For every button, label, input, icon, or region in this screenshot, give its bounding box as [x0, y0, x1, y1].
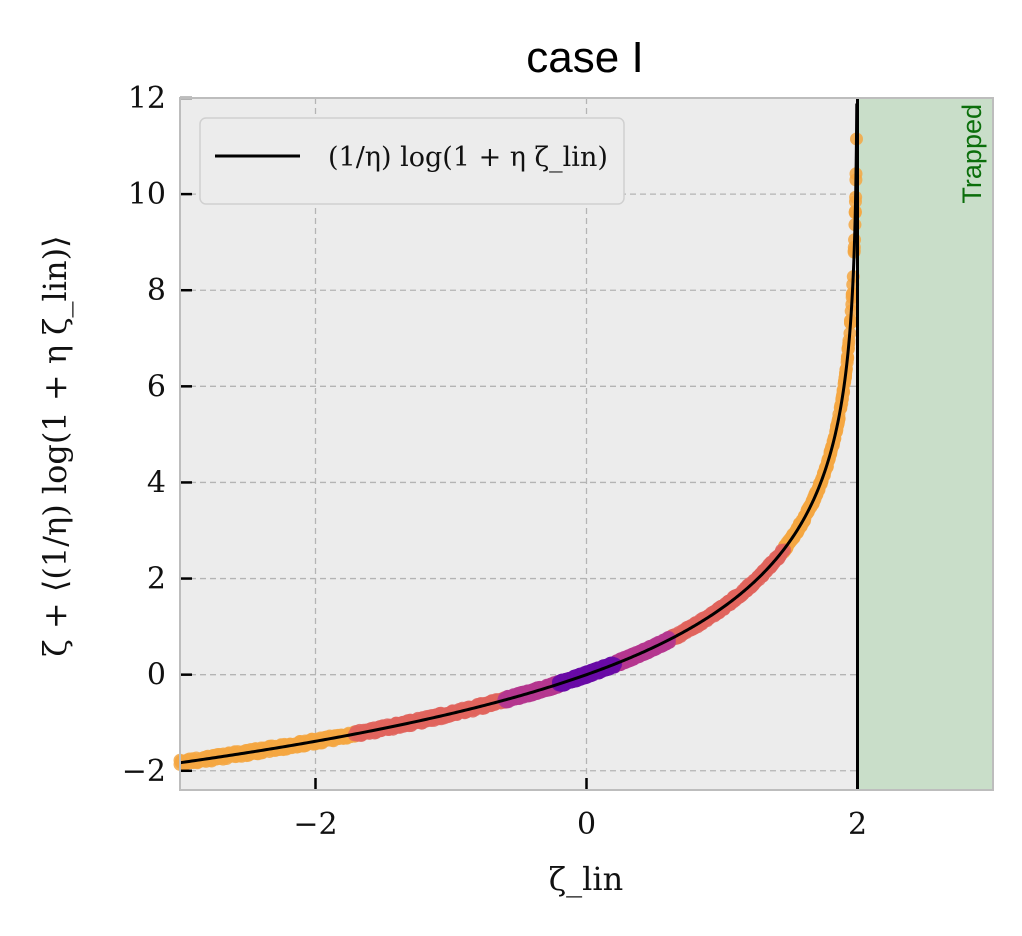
y-tick-label: 0 — [147, 658, 166, 693]
chart-title: case I — [526, 33, 643, 82]
curve-line — [179, 103, 859, 765]
y-tick-label: 10 — [128, 177, 166, 212]
plot-frame — [179, 97, 994, 791]
legend-entry-label: (1/η) log(1 + η ζ_lin) — [328, 142, 608, 173]
trapped-region: Trapped — [857, 98, 993, 790]
y-tick-label: 8 — [147, 273, 166, 308]
y-axis-label: ζ + ⟨(1/η) log(1 + η ζ_lin)⟩ — [36, 235, 74, 656]
x-axis-label: ζ_lin — [549, 860, 623, 898]
y-tick-label: −2 — [122, 754, 166, 789]
x-tick-label: 0 — [577, 807, 596, 842]
x-tick-label: −2 — [293, 807, 337, 842]
y-tick-label: 6 — [147, 369, 166, 404]
x-tick-label: 2 — [848, 807, 867, 842]
y-tick-label: 2 — [147, 562, 166, 597]
axis-ticks: −2 0 2 −2 0 2 4 6 8 10 12 — [122, 81, 867, 842]
trapped-region-label: Trapped — [957, 104, 987, 204]
y-tick-label: 12 — [128, 81, 166, 116]
trapped-region-fill — [857, 98, 993, 790]
legend-box — [199, 117, 625, 205]
legend: (1/η) log(1 + η ζ_lin) — [199, 117, 625, 205]
y-tick-label: 4 — [147, 465, 166, 500]
curve-layer — [179, 98, 859, 790]
